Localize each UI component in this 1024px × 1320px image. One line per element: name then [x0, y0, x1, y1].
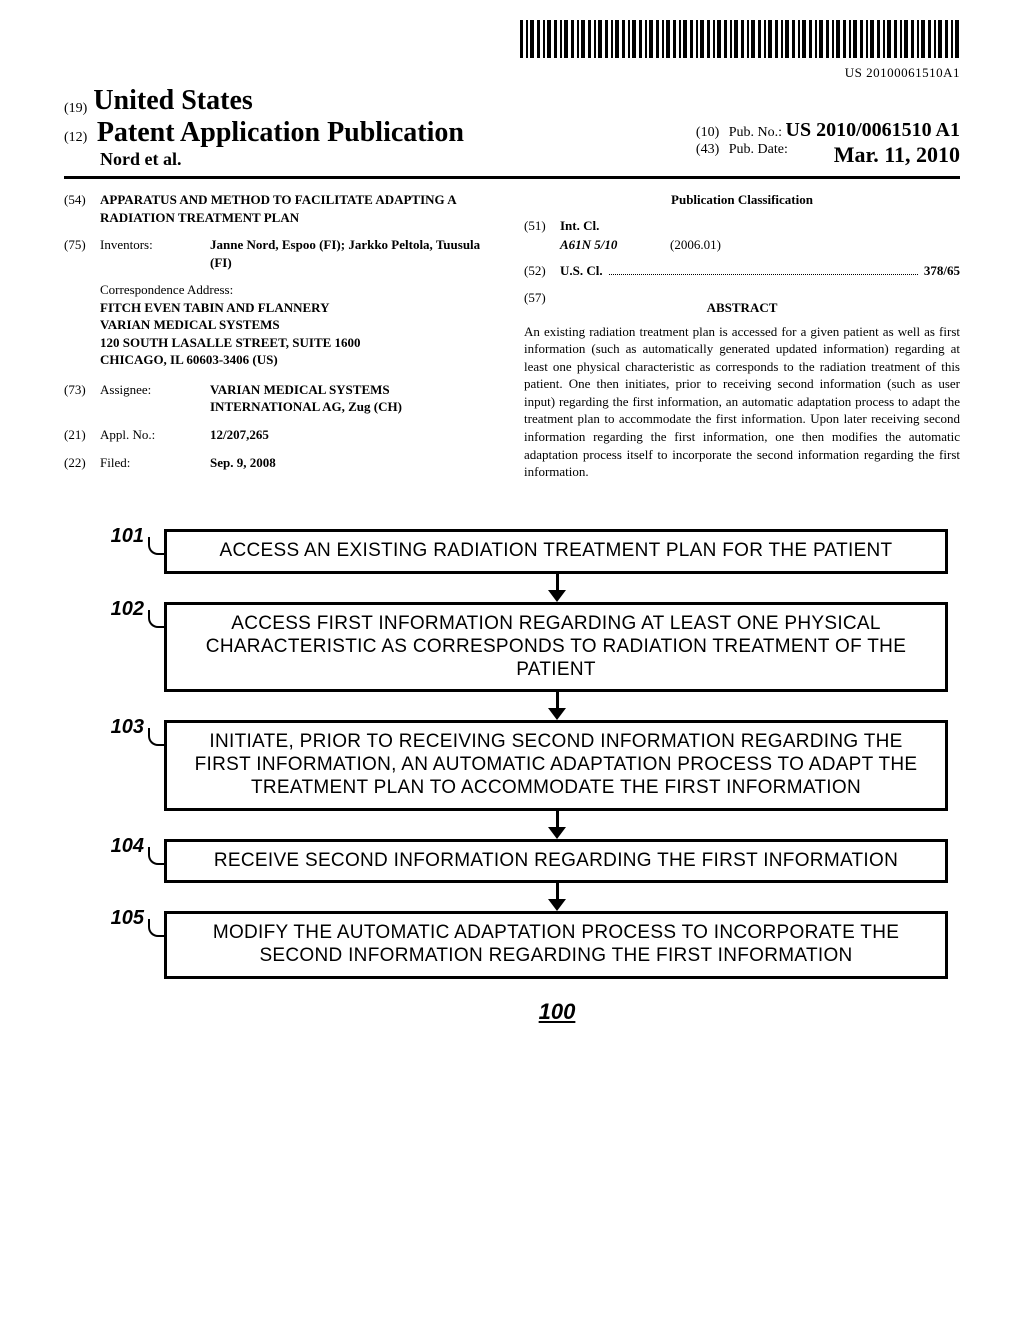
step-box-104: RECEIVE SECOND INFORMATION REGARDING THE… — [164, 839, 948, 884]
abstract-text: An existing radiation treatment plan is … — [524, 323, 960, 481]
pub-date-label: Pub. Date: — [729, 142, 788, 157]
code-75: (75) — [64, 236, 100, 271]
flow-step-104: 104 RECEIVE SECOND INFORMATION REGARDING… — [76, 839, 948, 884]
step-num-101: 101 — [76, 525, 148, 548]
code-54: (54) — [64, 191, 100, 226]
code-73: (73) — [64, 381, 100, 416]
step-num-102: 102 — [76, 598, 148, 621]
flow-arrow — [166, 883, 948, 911]
appl-value: 12/207,265 — [210, 426, 500, 444]
authors-line: Nord et al. — [100, 149, 464, 170]
flow-step-105: 105 MODIFY THE AUTOMATIC ADAPTATION PROC… — [76, 911, 948, 979]
code-22: (22) — [64, 454, 100, 472]
step-box-103: INITIATE, PRIOR TO RECEIVING SECOND INFO… — [164, 720, 948, 810]
appl-label: Appl. No.: — [100, 426, 210, 444]
inventors-text: Janne Nord, Espoo (FI); Jarkko Peltola, … — [210, 237, 480, 270]
code-57: (57) — [524, 289, 560, 323]
uscl-value: 378/65 — [924, 262, 960, 280]
corr-line-3: 120 SOUTH LASALLE STREET, SUITE 1600 — [100, 334, 500, 352]
appl-no-text: 12/207,265 — [210, 427, 269, 442]
code-19: (19) — [64, 101, 87, 117]
flow-step-101: 101 ACCESS AN EXISTING RADIATION TREATME… — [76, 529, 948, 574]
inventors-label: Inventors: — [100, 236, 210, 271]
assignee-text: VARIAN MEDICAL SYSTEMS INTERNATIONAL AG,… — [210, 382, 402, 415]
flow-arrow — [166, 692, 948, 720]
divider — [64, 176, 960, 179]
code-52: (52) — [524, 262, 560, 280]
filed-text: Sep. 9, 2008 — [210, 455, 276, 470]
flowchart: 101 ACCESS AN EXISTING RADIATION TREATME… — [64, 529, 960, 1025]
invention-title: APPARATUS AND METHOD TO FACILITATE ADAPT… — [100, 191, 500, 226]
code-43: (43) — [696, 142, 719, 157]
corr-line-4: CHICAGO, IL 60603-3406 (US) — [100, 351, 500, 369]
correspondence-address: Correspondence Address: FITCH EVEN TABIN… — [100, 281, 500, 369]
intcl-label: Int. Cl. — [560, 218, 599, 233]
assignee-label: Assignee: — [100, 381, 210, 416]
uscl-label: U.S. Cl. — [560, 262, 603, 280]
step-box-101: ACCESS AN EXISTING RADIATION TREATMENT P… — [164, 529, 948, 574]
filed-value: Sep. 9, 2008 — [210, 454, 500, 472]
country-name: United States — [93, 85, 252, 117]
barcode-number: US 20100061510A1 — [64, 65, 960, 81]
flow-arrow — [166, 811, 948, 839]
code-21: (21) — [64, 426, 100, 444]
intcl-date: (2006.01) — [670, 236, 721, 254]
barcode-region: US 20100061510A1 — [64, 20, 960, 81]
pub-date-value: Mar. 11, 2010 — [834, 142, 960, 168]
step-num-105: 105 — [76, 907, 148, 930]
corr-label: Correspondence Address: — [100, 281, 500, 299]
flow-arrow — [166, 574, 948, 602]
barcode-graphic — [520, 20, 960, 58]
left-column: (54) APPARATUS AND METHOD TO FACILITATE … — [64, 191, 500, 481]
assignee-value: VARIAN MEDICAL SYSTEMS INTERNATIONAL AG,… — [210, 381, 500, 416]
header-block: (19) United States (12) Patent Applicati… — [64, 85, 960, 170]
flow-step-102: 102 ACCESS FIRST INFORMATION REGARDING A… — [76, 602, 948, 692]
step-num-104: 104 — [76, 835, 148, 858]
corr-line-2: VARIAN MEDICAL SYSTEMS — [100, 316, 500, 334]
step-num-103: 103 — [76, 716, 148, 739]
pub-no-value: US 2010/0061510 A1 — [786, 119, 960, 141]
filed-label: Filed: — [100, 454, 210, 472]
figure-number: 100 — [166, 999, 948, 1025]
corr-line-1: FITCH EVEN TABIN AND FLANNERY — [100, 299, 500, 317]
code-10: (10) — [696, 125, 719, 140]
right-column: Publication Classification (51) Int. Cl.… — [524, 191, 960, 481]
leader-dots — [609, 262, 918, 276]
biblio-columns: (54) APPARATUS AND METHOD TO FACILITATE … — [64, 191, 960, 481]
step-box-102: ACCESS FIRST INFORMATION REGARDING AT LE… — [164, 602, 948, 692]
classification-title: Publication Classification — [524, 191, 960, 209]
publication-type: Patent Application Publication — [97, 117, 464, 148]
pub-no-label: Pub. No.: — [729, 125, 782, 140]
flow-step-103: 103 INITIATE, PRIOR TO RECEIVING SECOND … — [76, 720, 948, 810]
code-12: (12) — [64, 130, 87, 145]
inventors-value: Janne Nord, Espoo (FI); Jarkko Peltola, … — [210, 236, 500, 271]
step-box-105: MODIFY THE AUTOMATIC ADAPTATION PROCESS … — [164, 911, 948, 979]
intcl-code: A61N 5/10 — [560, 236, 670, 254]
code-51: (51) — [524, 217, 560, 235]
abstract-label: ABSTRACT — [560, 299, 924, 317]
